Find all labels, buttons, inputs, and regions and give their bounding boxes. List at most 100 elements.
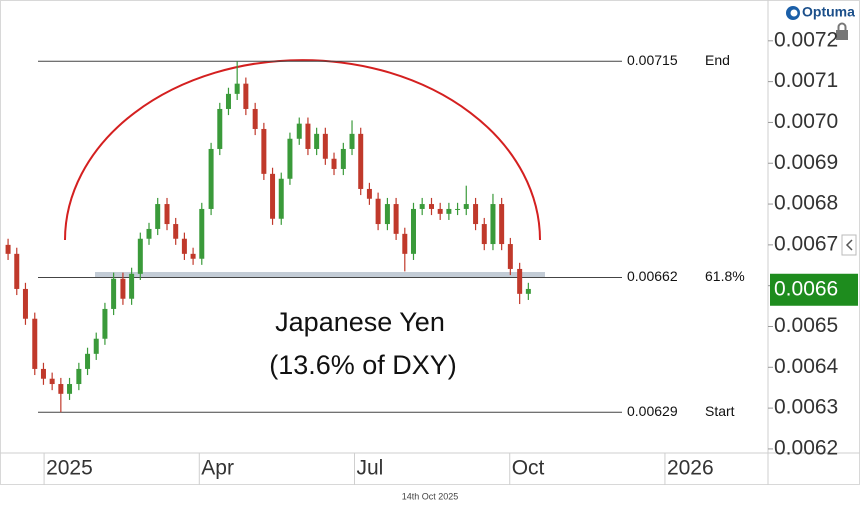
candle: [455, 202, 461, 216]
collapse-button[interactable]: [841, 234, 857, 256]
candle: [340, 142, 346, 176]
candle-body: [58, 384, 64, 394]
y-tick-label: 0.0072: [774, 28, 838, 51]
candle: [322, 127, 328, 165]
lock-shackle: [837, 22, 847, 30]
candle: [481, 217, 487, 251]
candle-body: [419, 204, 425, 209]
candle: [270, 167, 276, 225]
candle: [490, 193, 496, 251]
candle: [252, 102, 258, 136]
candle-body: [340, 148, 346, 169]
arc-annotation: [64, 59, 541, 241]
candle: [446, 202, 452, 220]
y-tick-label: 0.0068: [774, 192, 838, 215]
candle: [146, 222, 152, 245]
candle-body: [93, 338, 99, 354]
level-name: Start: [705, 403, 735, 419]
candle-body: [428, 204, 434, 209]
candle: [287, 132, 293, 185]
candle: [314, 127, 320, 156]
annotation: Japanese Yen: [275, 307, 445, 337]
candle: [208, 142, 214, 216]
candle: [199, 202, 205, 265]
candle-body: [473, 204, 479, 225]
logo-text: Optuma: [802, 4, 855, 20]
candle-body: [410, 208, 416, 254]
candle-body: [296, 123, 302, 139]
candle: [225, 87, 231, 116]
candle-body: [305, 123, 311, 149]
candle: [499, 197, 505, 251]
last-price-box: [770, 273, 858, 306]
candle: [393, 197, 399, 240]
candle-body: [437, 208, 443, 214]
candle-body: [5, 244, 11, 254]
candle: [76, 362, 82, 391]
candle: [375, 192, 381, 231]
candle-body: [252, 108, 258, 129]
y-tick-label: 0.0069: [774, 151, 838, 174]
candle: [190, 247, 196, 265]
candle: [243, 77, 249, 116]
candle-body: [507, 244, 513, 269]
candle: [305, 117, 311, 156]
candle-body: [384, 204, 390, 225]
candle: [384, 197, 390, 231]
candle: [278, 172, 284, 225]
logo: Optuma: [786, 4, 855, 20]
candle-body: [525, 288, 531, 294]
candle-body: [199, 208, 205, 259]
candle-body: [499, 204, 505, 245]
y-tick-label: 0.0062: [774, 436, 838, 459]
candle: [32, 312, 38, 376]
candle-body: [181, 238, 187, 254]
candle: [473, 197, 479, 231]
candle: [5, 238, 11, 260]
candle-body: [14, 253, 20, 289]
candle: [402, 227, 408, 272]
level-name: 61.8%: [705, 268, 745, 284]
candle-body: [358, 133, 364, 189]
candle-body: [481, 224, 487, 245]
candle-body: [22, 288, 28, 319]
candle-body: [155, 204, 161, 229]
candle: [164, 197, 170, 231]
candle: [137, 232, 143, 280]
candle: [173, 217, 179, 245]
candle: [366, 182, 372, 205]
y-tick-label: 0.0063: [774, 396, 838, 419]
x-tick-label: 2026: [667, 457, 714, 480]
candle: [58, 377, 64, 413]
candle-body: [287, 138, 293, 179]
lock-icon[interactable]: [836, 22, 848, 41]
candle-body: [164, 204, 170, 225]
candle-body: [208, 148, 214, 209]
candle-body: [85, 353, 91, 369]
candle-body: [331, 158, 337, 169]
candle-body: [517, 268, 523, 294]
candle-body: [217, 108, 223, 149]
candle: [129, 267, 135, 305]
candle: [517, 262, 523, 305]
candle: [428, 197, 434, 216]
candle: [410, 202, 416, 260]
candle-body: [243, 83, 249, 109]
level-name: End: [705, 52, 730, 68]
candle-body: [76, 368, 82, 385]
logo-icon: [790, 9, 798, 17]
candle-body: [129, 273, 135, 299]
candle: [85, 347, 91, 376]
candle: [296, 117, 302, 145]
y-tick-label: 0.0064: [774, 355, 839, 378]
candle-body: [49, 378, 55, 385]
candle-body: [349, 133, 355, 149]
candle: [111, 272, 117, 316]
candle-body: [102, 308, 108, 339]
candle-body: [137, 238, 143, 274]
annotation: (13.6% of DXY): [269, 350, 457, 380]
candle-body: [234, 83, 240, 94]
candle-body: [393, 204, 399, 234]
y-tick-label: 0.0067: [774, 232, 838, 255]
